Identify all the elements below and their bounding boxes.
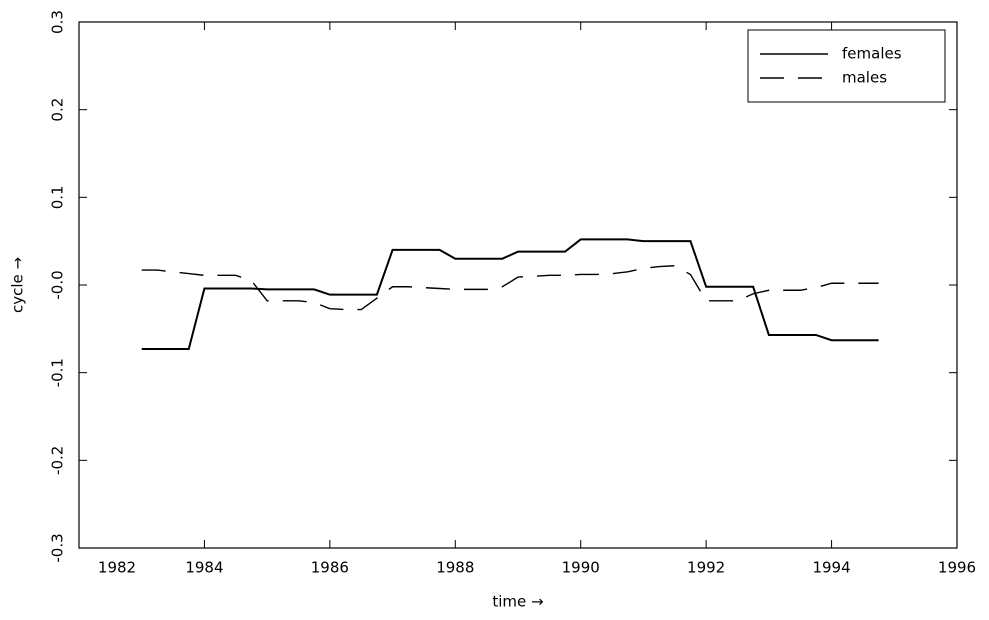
x-tick-label: 1992 bbox=[687, 559, 725, 577]
y-tick-label: 0.3 bbox=[49, 10, 67, 34]
legend-box bbox=[747, 29, 946, 103]
y-tick-label: -0.2 bbox=[49, 446, 67, 475]
y-tick-label: -0.1 bbox=[49, 358, 67, 387]
x-tick-label: 1986 bbox=[311, 559, 349, 577]
x-axis-label: time → bbox=[492, 593, 543, 611]
legend-label: females bbox=[842, 45, 902, 63]
legend-label: males bbox=[842, 69, 887, 87]
x-tick-label: 1984 bbox=[185, 559, 223, 577]
y-tick-label: 0.2 bbox=[49, 98, 67, 122]
y-tick-label: 0.1 bbox=[49, 185, 67, 209]
y-tick-label: -0.3 bbox=[49, 533, 67, 562]
y-axis-label: cycle → bbox=[9, 257, 27, 313]
x-tick-label: 1982 bbox=[98, 559, 136, 577]
x-tick-label: 1994 bbox=[812, 559, 850, 577]
x-tick-label: 1988 bbox=[436, 559, 474, 577]
x-tick-label: 1990 bbox=[562, 559, 600, 577]
series-line bbox=[141, 238, 879, 350]
series-line bbox=[141, 265, 879, 311]
y-tick-label: -0.0 bbox=[49, 270, 67, 299]
x-tick-label: 1996 bbox=[938, 559, 976, 577]
